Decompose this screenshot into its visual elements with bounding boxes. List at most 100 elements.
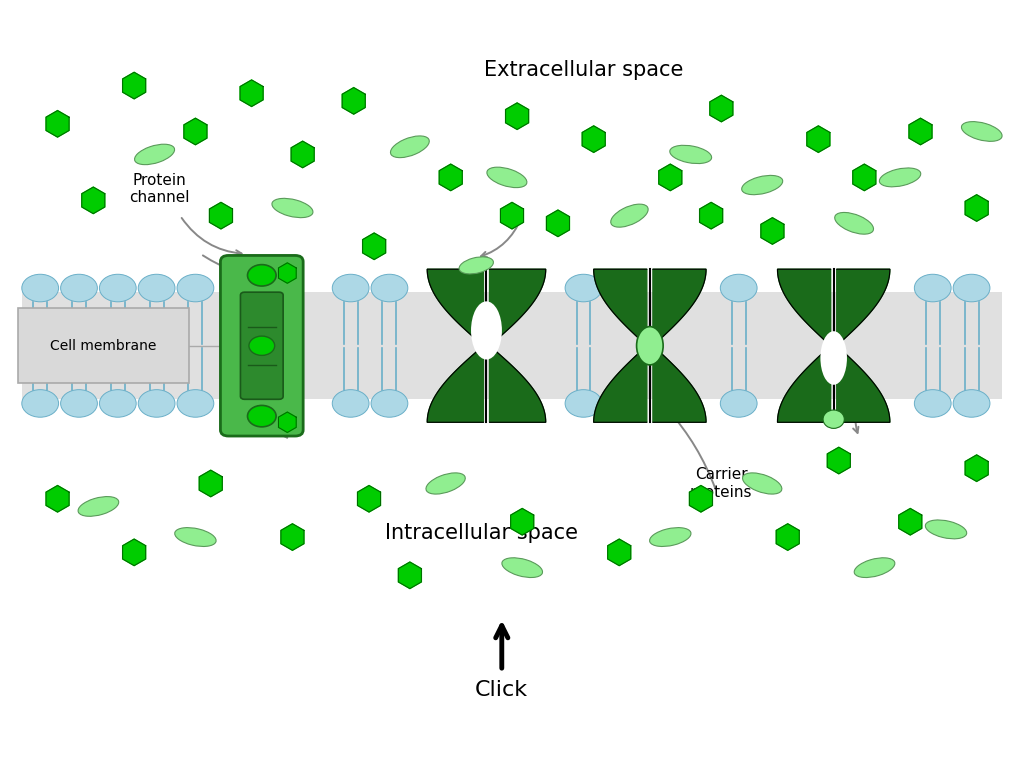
FancyBboxPatch shape [241, 292, 284, 399]
Polygon shape [291, 141, 314, 167]
Ellipse shape [459, 257, 494, 274]
Circle shape [22, 274, 58, 302]
Polygon shape [966, 195, 988, 221]
Circle shape [60, 274, 97, 302]
Circle shape [99, 274, 136, 302]
Polygon shape [342, 88, 366, 114]
Circle shape [60, 389, 97, 417]
Polygon shape [501, 203, 523, 229]
Ellipse shape [926, 520, 967, 539]
FancyBboxPatch shape [22, 292, 1002, 399]
Ellipse shape [426, 473, 465, 494]
Ellipse shape [962, 121, 1002, 141]
Ellipse shape [486, 167, 527, 187]
Polygon shape [511, 508, 534, 535]
Polygon shape [899, 508, 922, 535]
Polygon shape [489, 270, 546, 422]
Polygon shape [583, 126, 605, 152]
Polygon shape [439, 164, 462, 190]
Polygon shape [240, 80, 263, 107]
Text: Intracellular space: Intracellular space [385, 523, 578, 543]
Polygon shape [210, 203, 232, 229]
Circle shape [720, 274, 757, 302]
Ellipse shape [175, 528, 216, 547]
Circle shape [914, 389, 951, 417]
Polygon shape [761, 217, 784, 244]
Ellipse shape [502, 558, 543, 578]
Ellipse shape [823, 410, 845, 429]
Polygon shape [653, 270, 706, 422]
Ellipse shape [637, 326, 664, 365]
FancyBboxPatch shape [17, 308, 189, 383]
Polygon shape [777, 270, 830, 422]
Ellipse shape [880, 168, 921, 187]
Circle shape [720, 389, 757, 417]
Polygon shape [184, 118, 207, 144]
Circle shape [565, 274, 602, 302]
Polygon shape [123, 72, 145, 99]
Polygon shape [279, 412, 296, 432]
Circle shape [138, 274, 175, 302]
Text: Cell membrane: Cell membrane [50, 339, 157, 353]
Polygon shape [82, 187, 104, 214]
Polygon shape [658, 164, 682, 190]
Circle shape [248, 265, 276, 286]
Ellipse shape [610, 204, 648, 227]
Circle shape [332, 274, 369, 302]
Polygon shape [607, 539, 631, 565]
Circle shape [177, 274, 214, 302]
Polygon shape [547, 210, 569, 237]
Text: Extracellular space: Extracellular space [483, 60, 683, 81]
Polygon shape [46, 485, 69, 512]
Ellipse shape [471, 301, 502, 359]
Polygon shape [827, 447, 850, 474]
Circle shape [371, 389, 408, 417]
Ellipse shape [390, 136, 429, 157]
Circle shape [565, 389, 602, 417]
Polygon shape [909, 118, 932, 144]
Polygon shape [689, 485, 713, 512]
Ellipse shape [670, 145, 712, 164]
Polygon shape [123, 539, 145, 565]
Ellipse shape [272, 198, 313, 217]
Polygon shape [807, 126, 829, 152]
Circle shape [248, 406, 276, 427]
Polygon shape [710, 95, 733, 122]
Ellipse shape [78, 497, 119, 516]
Polygon shape [46, 111, 69, 137]
Ellipse shape [854, 558, 895, 578]
Ellipse shape [820, 331, 847, 385]
Ellipse shape [741, 175, 782, 194]
Circle shape [177, 389, 214, 417]
Circle shape [138, 389, 175, 417]
Polygon shape [594, 270, 647, 422]
Ellipse shape [134, 144, 174, 164]
Polygon shape [362, 233, 386, 260]
Circle shape [99, 389, 136, 417]
Ellipse shape [742, 473, 782, 494]
Circle shape [953, 274, 990, 302]
Polygon shape [837, 270, 890, 422]
Polygon shape [281, 524, 304, 551]
FancyBboxPatch shape [220, 256, 303, 436]
Polygon shape [398, 562, 421, 588]
Circle shape [332, 389, 369, 417]
Text: Carrier
proteins: Carrier proteins [690, 467, 753, 500]
Polygon shape [699, 203, 723, 229]
Text: Click: Click [475, 680, 528, 700]
Polygon shape [966, 455, 988, 482]
Circle shape [22, 389, 58, 417]
Polygon shape [506, 103, 528, 130]
Polygon shape [853, 164, 876, 190]
Text: Protein
channel: Protein channel [129, 173, 189, 205]
Ellipse shape [835, 213, 873, 234]
Circle shape [953, 389, 990, 417]
Polygon shape [357, 485, 381, 512]
Circle shape [249, 336, 274, 356]
Ellipse shape [649, 528, 691, 547]
Polygon shape [279, 263, 296, 283]
Polygon shape [776, 524, 799, 551]
Circle shape [371, 274, 408, 302]
Polygon shape [200, 470, 222, 497]
Circle shape [914, 274, 951, 302]
